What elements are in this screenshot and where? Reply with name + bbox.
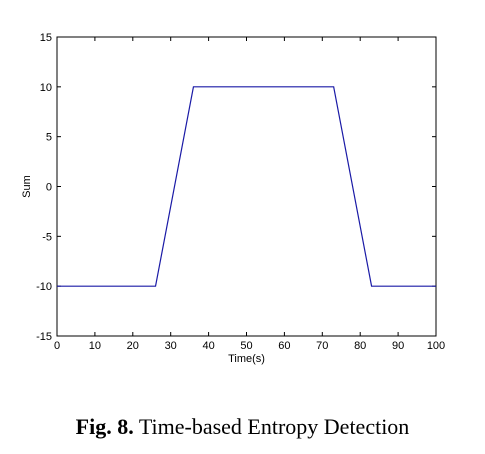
- lines-layer: [57, 86, 436, 287]
- x-tick-label: 80: [354, 340, 366, 352]
- plot-area: [56, 36, 437, 337]
- x-tick-label: 0: [54, 340, 60, 352]
- x-tick-label: 30: [165, 340, 177, 352]
- x-tick-label: 70: [316, 340, 328, 352]
- y-tick-label: 10: [40, 82, 52, 94]
- x-tick-label: 50: [240, 340, 252, 352]
- y-axis-label: Sum: [21, 175, 33, 198]
- y-tick-label: -10: [36, 281, 52, 293]
- y-tick-label: -15: [36, 331, 52, 343]
- x-axis-label: Time(s): [228, 353, 265, 365]
- x-tick-label: 40: [202, 340, 214, 352]
- figure-title: Time-based Entropy Detection: [138, 414, 410, 439]
- y-tick-label: 5: [46, 132, 52, 144]
- y-tick-label: 15: [40, 32, 52, 44]
- x-tick-label: 60: [278, 340, 290, 352]
- y-tick-label: -5: [42, 231, 52, 243]
- figure-caption: Fig. 8. Time-based Entropy Detection: [0, 414, 485, 440]
- x-tick-label: 20: [127, 340, 139, 352]
- chart: 0 10 20 30 40 50 60 70 80 90 100 -15 -10 -5 0 5 10 15 Tim…: [21, 32, 445, 365]
- x-tick-label: 90: [392, 340, 404, 352]
- x-tick-label: 10: [89, 340, 101, 352]
- x-tick-label: 100: [427, 340, 445, 352]
- ticks-layer: 0 10 20 30 40 50 60 70 80 90 100 -15 -10 -5 0 5 10 15: [36, 32, 445, 352]
- figure-number: Fig. 8.: [75, 414, 134, 439]
- y-tick-label: 0: [46, 182, 52, 194]
- series-line: [57, 86, 436, 287]
